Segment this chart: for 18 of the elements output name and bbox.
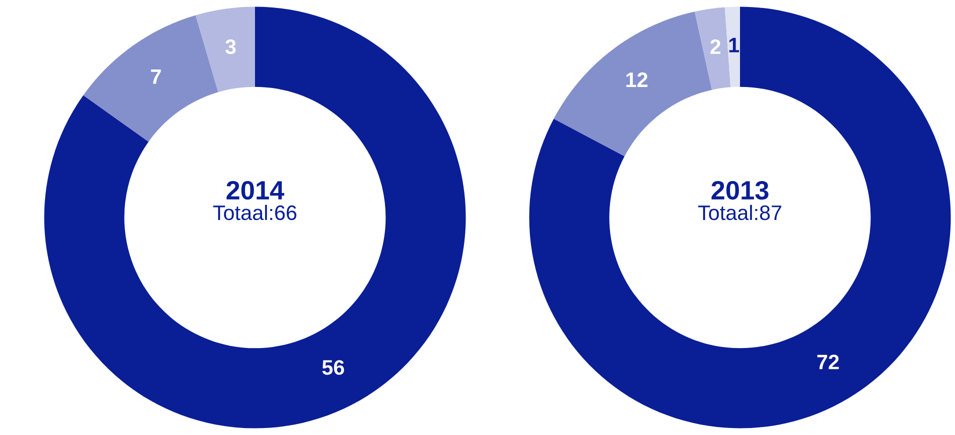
donut-slice — [724, 6, 740, 88]
text: 2013 — [712, 180, 768, 200]
donut-slice — [554, 12, 712, 156]
data-label: 56 — [322, 360, 344, 375]
data-label: 12 — [626, 72, 648, 87]
donut-slice — [196, 6, 255, 92]
donut-slice — [529, 6, 951, 428]
donut-slice — [83, 15, 218, 142]
data-label: 3 — [225, 39, 236, 54]
data-label: 1 — [729, 38, 740, 52]
data-label: 72 — [817, 354, 839, 370]
text: Totaal:87 — [698, 204, 782, 220]
data-label: 2 — [710, 39, 720, 54]
donut-slice — [694, 7, 731, 90]
data-label: 7 — [151, 69, 161, 84]
text: 2014 — [226, 180, 284, 200]
donut-slice — [44, 6, 466, 428]
text: Totaal:66 — [213, 204, 296, 220]
